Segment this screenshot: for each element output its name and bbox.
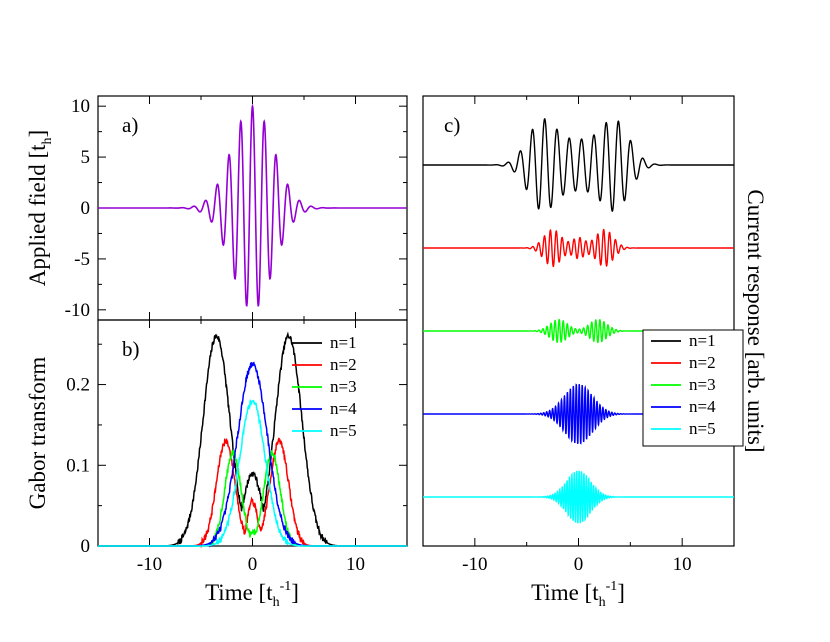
panel-a-ticks: -10 -5 0 5 10 [65, 96, 408, 321]
legend-label: n=5 [689, 419, 716, 438]
legend-label: n=2 [689, 353, 716, 372]
legend-label: n=1 [330, 333, 357, 352]
series-line-applied-field [98, 103, 407, 307]
panel-c-legend: n=1 n=2 n=3 n=4 n=5 [642, 329, 744, 447]
panel-a-ylabel: Applied field [th] [25, 130, 55, 286]
panel-a-label: a) [122, 113, 138, 137]
panel-b-frame [97, 319, 408, 547]
legend-label: n=5 [330, 421, 357, 440]
series-line-n=5 [423, 470, 734, 524]
panel-b-ticks: -10 0 10 0 0.1 0.2 [66, 320, 408, 575]
x-tick-label: 0 [574, 554, 584, 575]
panel-b-xlabel: Time [th-1] [205, 579, 299, 610]
panel-c-ylabel: Current response [arb. units] [743, 189, 768, 452]
y-tick-label: 0.2 [66, 375, 90, 396]
legend-label: n=4 [330, 399, 357, 418]
series-line-n=5 [98, 399, 407, 547]
legend-label: n=1 [689, 331, 716, 350]
x-tick-label: 10 [346, 554, 365, 575]
y-tick-label: -10 [65, 300, 90, 321]
legend-label: n=2 [330, 355, 357, 374]
series-line-n=1 [423, 118, 734, 212]
panel-c-ticks: -10 0 10 [422, 96, 735, 575]
panel-b-plot [98, 331, 407, 549]
legend-label: n=3 [330, 377, 357, 396]
panel-b-legend: n=1 n=2 n=3 n=4 n=5 [292, 333, 357, 440]
legend-frame [642, 329, 744, 447]
panel-c-xlabel: Time [th-1] [531, 579, 625, 610]
x-tick-label: 0 [248, 554, 258, 575]
panel-c-label: c) [444, 113, 460, 137]
legend-label: n=4 [689, 397, 716, 416]
series-line-n=3 [98, 449, 407, 547]
y-tick-label: -5 [74, 249, 90, 270]
x-tick-label: -10 [137, 554, 162, 575]
y-tick-label: 5 [81, 147, 91, 168]
panel-c-plot [423, 118, 734, 524]
y-tick-label: 0 [81, 198, 91, 219]
y-tick-label: 0.1 [66, 455, 90, 476]
panel-b-ylabel: Gabor transform [25, 357, 50, 510]
x-tick-label: 10 [673, 554, 692, 575]
series-line-n=4 [98, 361, 407, 548]
legend-label: n=3 [689, 375, 716, 394]
panel-a-plot [98, 103, 407, 307]
series-line-n=2 [423, 228, 734, 268]
y-tick-label: 0 [81, 536, 91, 557]
panel-b-label: b) [122, 337, 140, 361]
y-tick-label: 10 [71, 96, 90, 117]
x-tick-label: -10 [462, 554, 487, 575]
